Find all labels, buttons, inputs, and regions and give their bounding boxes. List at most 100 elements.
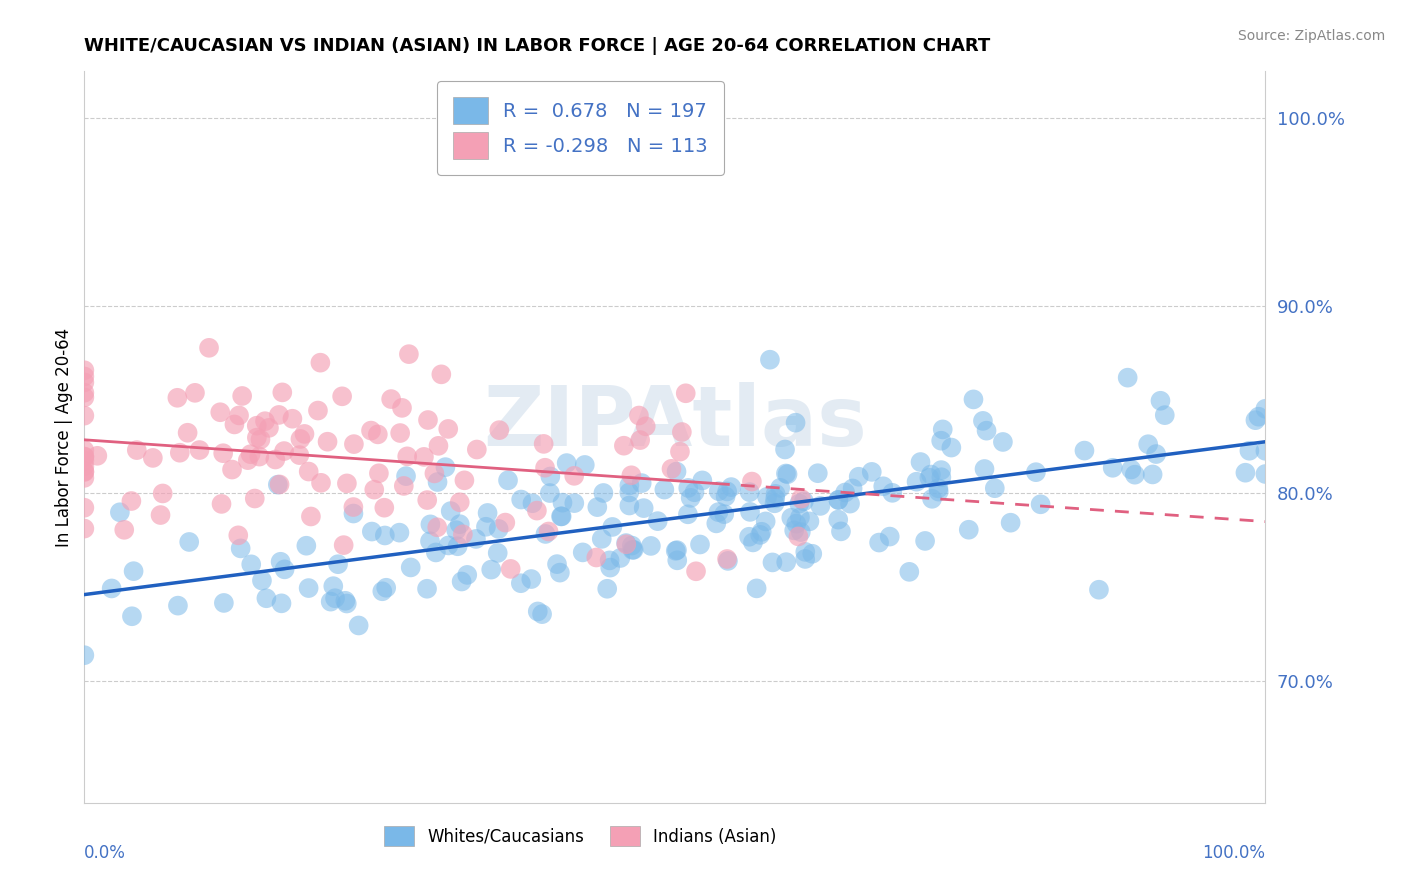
- Point: [827, 492, 849, 507]
- Point: [360, 424, 382, 438]
- Point: [73, 453, 96, 467]
- Point: [488, 423, 510, 437]
- Point: [343, 437, 366, 451]
- Point: [789, 510, 811, 524]
- Point: [1149, 393, 1171, 408]
- Point: [827, 493, 849, 508]
- Point: [714, 490, 737, 504]
- Point: [962, 392, 984, 407]
- Point: [671, 425, 693, 439]
- Point: [614, 537, 637, 551]
- Point: [526, 503, 548, 517]
- Point: [613, 439, 636, 453]
- Point: [620, 539, 643, 553]
- Point: [921, 491, 943, 506]
- Point: [395, 469, 418, 483]
- Point: [330, 389, 353, 403]
- Point: [347, 618, 370, 632]
- Point: [839, 497, 862, 511]
- Point: [209, 405, 232, 419]
- Point: [211, 497, 233, 511]
- Point: [1254, 401, 1277, 416]
- Point: [309, 475, 332, 490]
- Point: [799, 515, 821, 529]
- Point: [761, 556, 783, 570]
- Point: [1025, 465, 1047, 479]
- Point: [475, 520, 498, 534]
- Point: [450, 574, 472, 589]
- Point: [271, 385, 294, 400]
- Point: [416, 493, 439, 508]
- Point: [342, 507, 364, 521]
- Point: [446, 539, 468, 553]
- Point: [1239, 443, 1261, 458]
- Point: [973, 462, 995, 476]
- Point: [388, 525, 411, 540]
- Point: [769, 481, 792, 495]
- Point: [1247, 409, 1270, 424]
- Point: [73, 522, 96, 536]
- Point: [167, 599, 190, 613]
- Point: [1088, 582, 1111, 597]
- Point: [198, 341, 221, 355]
- Point: [267, 477, 290, 491]
- Point: [375, 581, 398, 595]
- Point: [367, 467, 389, 481]
- Point: [665, 544, 688, 558]
- Point: [599, 560, 621, 574]
- Point: [73, 443, 96, 458]
- Point: [288, 448, 311, 462]
- Point: [879, 530, 901, 544]
- Point: [683, 485, 706, 500]
- Point: [537, 524, 560, 539]
- Point: [264, 452, 287, 467]
- Point: [426, 475, 449, 489]
- Point: [759, 352, 782, 367]
- Point: [984, 481, 1007, 495]
- Point: [391, 401, 413, 415]
- Point: [801, 547, 824, 561]
- Point: [716, 552, 738, 566]
- Point: [440, 504, 463, 518]
- Point: [780, 510, 803, 524]
- Point: [243, 491, 266, 506]
- Point: [367, 427, 389, 442]
- Point: [794, 545, 817, 559]
- Point: [932, 422, 955, 436]
- Point: [73, 465, 96, 479]
- Point: [453, 473, 475, 487]
- Point: [100, 582, 122, 596]
- Point: [360, 524, 382, 539]
- Point: [254, 591, 277, 606]
- Point: [380, 392, 402, 406]
- Point: [707, 484, 730, 499]
- Point: [666, 543, 689, 558]
- Point: [423, 467, 446, 481]
- Point: [228, 409, 250, 423]
- Point: [430, 368, 453, 382]
- Point: [716, 484, 738, 499]
- Point: [520, 572, 543, 586]
- Point: [426, 520, 449, 534]
- Point: [499, 562, 522, 576]
- Point: [929, 463, 952, 477]
- Point: [775, 467, 797, 481]
- Point: [619, 499, 641, 513]
- Point: [741, 475, 763, 489]
- Point: [73, 459, 96, 474]
- Text: 0.0%: 0.0%: [84, 844, 127, 862]
- Point: [905, 475, 928, 489]
- Point: [720, 480, 742, 494]
- Point: [125, 443, 148, 458]
- Point: [599, 553, 621, 567]
- Text: WHITE/CAUCASIAN VS INDIAN (ASIAN) IN LABOR FORCE | AGE 20-64 CORRELATION CHART: WHITE/CAUCASIAN VS INDIAN (ASIAN) IN LAB…: [84, 37, 991, 54]
- Point: [496, 473, 519, 487]
- Point: [166, 391, 188, 405]
- Point: [273, 444, 295, 458]
- Point: [620, 468, 643, 483]
- Point: [749, 528, 772, 542]
- Point: [149, 508, 172, 522]
- Point: [1121, 462, 1143, 476]
- Point: [623, 542, 645, 557]
- Point: [73, 369, 96, 384]
